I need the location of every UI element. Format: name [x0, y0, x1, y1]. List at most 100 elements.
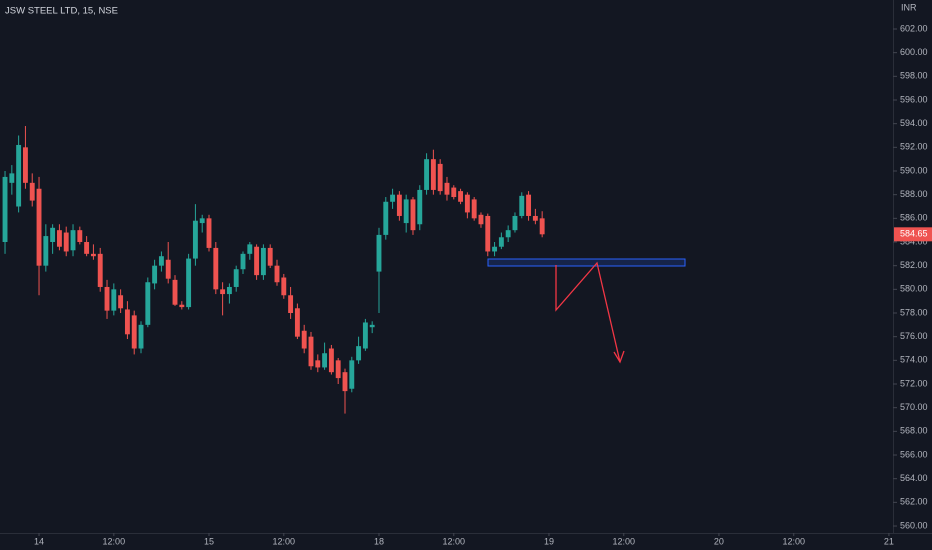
- currency-label: INR: [901, 2, 917, 12]
- x-tick-label: 12:00: [273, 536, 296, 546]
- candle-body: [138, 324, 144, 349]
- candle-body: [254, 246, 260, 276]
- x-tick-label: 12:00: [103, 536, 126, 546]
- x-tick-label: 20: [714, 536, 724, 546]
- candle-body: [315, 360, 321, 368]
- candle-body: [152, 265, 158, 284]
- candle-body: [539, 218, 545, 235]
- candle-body: [301, 330, 307, 349]
- y-tick-label: 578.00: [900, 307, 928, 317]
- candle-body: [90, 253, 96, 257]
- candle-body: [84, 242, 90, 254]
- candle-body: [29, 182, 35, 201]
- x-tick-label: 12:00: [443, 536, 466, 546]
- y-tick-label: 576.00: [900, 331, 928, 341]
- candle-body: [16, 144, 22, 207]
- y-tick-label: 574.00: [900, 355, 928, 365]
- y-tick-label: 572.00: [900, 378, 928, 388]
- y-tick-label: 594.00: [900, 118, 928, 128]
- candle-body: [70, 230, 76, 251]
- y-tick-label: 562.00: [900, 497, 928, 507]
- candle-body: [369, 324, 375, 328]
- candle-body: [118, 295, 124, 309]
- candles: [2, 126, 545, 414]
- drawings: [487, 258, 686, 364]
- candle-body: [342, 372, 348, 392]
- candle-body: [471, 199, 477, 219]
- candle-body: [437, 163, 443, 192]
- candle-body: [158, 256, 164, 266]
- candle-body: [349, 360, 355, 389]
- candle-body: [322, 353, 328, 368]
- candle-body: [417, 189, 423, 225]
- candle-body: [179, 304, 185, 308]
- candle-body: [111, 289, 117, 311]
- y-tick-label: 590.00: [900, 165, 928, 175]
- candle-body: [186, 258, 192, 308]
- candle-body: [274, 265, 280, 283]
- candle-body: [390, 194, 396, 202]
- candle-body: [519, 195, 525, 216]
- candle-body: [192, 220, 198, 259]
- candle-body: [281, 277, 287, 296]
- candle-body: [267, 247, 273, 266]
- candle-body: [43, 236, 49, 266]
- x-tick-label: 19: [544, 536, 554, 546]
- candle-body: [512, 215, 518, 231]
- candle-body: [498, 237, 504, 247]
- candle-body: [532, 215, 538, 221]
- projection-path: [555, 261, 621, 363]
- candle-body: [199, 218, 205, 224]
- candle-body: [104, 286, 110, 311]
- y-tick-label: 600.00: [900, 47, 928, 57]
- candle-body: [526, 194, 532, 216]
- candle-body: [206, 218, 212, 248]
- candle-body: [36, 188, 42, 266]
- candle-body: [424, 159, 430, 190]
- candle-body: [492, 246, 498, 252]
- candle-body: [356, 346, 362, 361]
- x-tick-label: 15: [204, 536, 214, 546]
- candle-body: [308, 336, 314, 367]
- y-tick-label: 580.00: [900, 284, 928, 294]
- candle-body: [485, 215, 491, 252]
- candle-body: [430, 159, 436, 190]
- y-tick-label: 570.00: [900, 402, 928, 412]
- y-tick-label: 564.00: [900, 473, 928, 483]
- last-price-box: [894, 227, 932, 242]
- y-tick-label: 588.00: [900, 189, 928, 199]
- candle-body: [260, 247, 266, 276]
- candle-body: [240, 253, 246, 270]
- candle-body: [403, 199, 409, 224]
- last-price-label: 584.65: [900, 229, 928, 239]
- y-tick-label: 582.00: [900, 260, 928, 270]
- y-tick-label: 586.00: [900, 213, 928, 223]
- candle-body: [328, 348, 334, 373]
- candle-body: [56, 230, 62, 247]
- candle-body: [63, 232, 69, 252]
- candle-body: [410, 199, 416, 231]
- candle-body: [50, 227, 56, 243]
- candle-body: [97, 253, 103, 287]
- y-tick-label: 568.00: [900, 426, 928, 436]
- candle-body: [165, 259, 171, 279]
- y-tick-label: 592.00: [900, 142, 928, 152]
- candle-body: [362, 322, 368, 349]
- y-tick-label: 560.00: [900, 520, 928, 530]
- y-tick-label: 602.00: [900, 23, 928, 33]
- arrow-head: [613, 350, 625, 364]
- candle-body: [396, 194, 402, 216]
- candle-body: [233, 269, 239, 287]
- y-tick-label: 584.00: [900, 236, 928, 246]
- candle-body: [213, 247, 219, 290]
- candle-body: [124, 309, 130, 335]
- candle-body: [172, 279, 178, 305]
- candle-body: [335, 360, 341, 379]
- x-tick-label: 14: [34, 536, 44, 546]
- candle-body: [226, 286, 232, 295]
- candle-body: [131, 315, 137, 349]
- candle-body: [458, 191, 464, 202]
